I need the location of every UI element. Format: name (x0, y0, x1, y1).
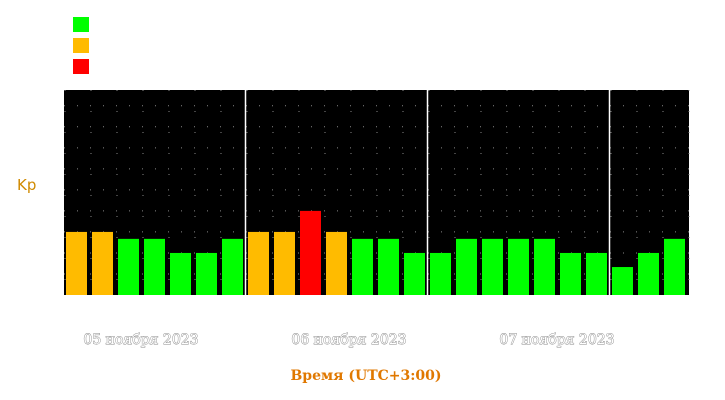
x-tick-label: 05 ноября 2023 (83, 332, 198, 348)
kp-bar (144, 238, 165, 295)
x-tick-label: 06 ноября 2023 (291, 332, 406, 348)
kp-bar (248, 231, 269, 295)
kp-bar (170, 252, 191, 295)
day-separators (244, 90, 611, 295)
kp-bar (196, 252, 217, 295)
kp-bar (274, 231, 295, 295)
kp-bar (404, 252, 425, 295)
kp-bar (66, 231, 87, 295)
x-tick-label: 07 ноября 2023 (499, 332, 614, 348)
kp-bar (118, 238, 139, 295)
legend-swatch-quiet (73, 17, 89, 32)
legend-swatch-moderate (73, 38, 89, 53)
kp-bar (92, 231, 113, 295)
kp-bar (612, 267, 633, 295)
kp-bar (560, 252, 581, 295)
kp-bar (352, 238, 373, 295)
x-axis-label: Время (UTC+3:00) (290, 368, 441, 384)
kp-bar (508, 238, 529, 295)
kp-bar (482, 238, 503, 295)
kp-bar (300, 210, 321, 295)
kp-bar (586, 252, 607, 295)
bars (66, 210, 685, 295)
y-axis-label: Kp (17, 176, 36, 194)
kp-bar (326, 231, 347, 295)
kp-bar (534, 238, 555, 295)
grid (64, 90, 690, 295)
kp-bar (664, 238, 685, 295)
plot-background (64, 90, 689, 295)
kp-bar (456, 238, 477, 295)
kp-bar (430, 252, 451, 295)
kp-bar (378, 238, 399, 295)
kp-bar (638, 252, 659, 295)
legend-swatch-storm (73, 59, 89, 74)
kp-bar (222, 238, 243, 295)
